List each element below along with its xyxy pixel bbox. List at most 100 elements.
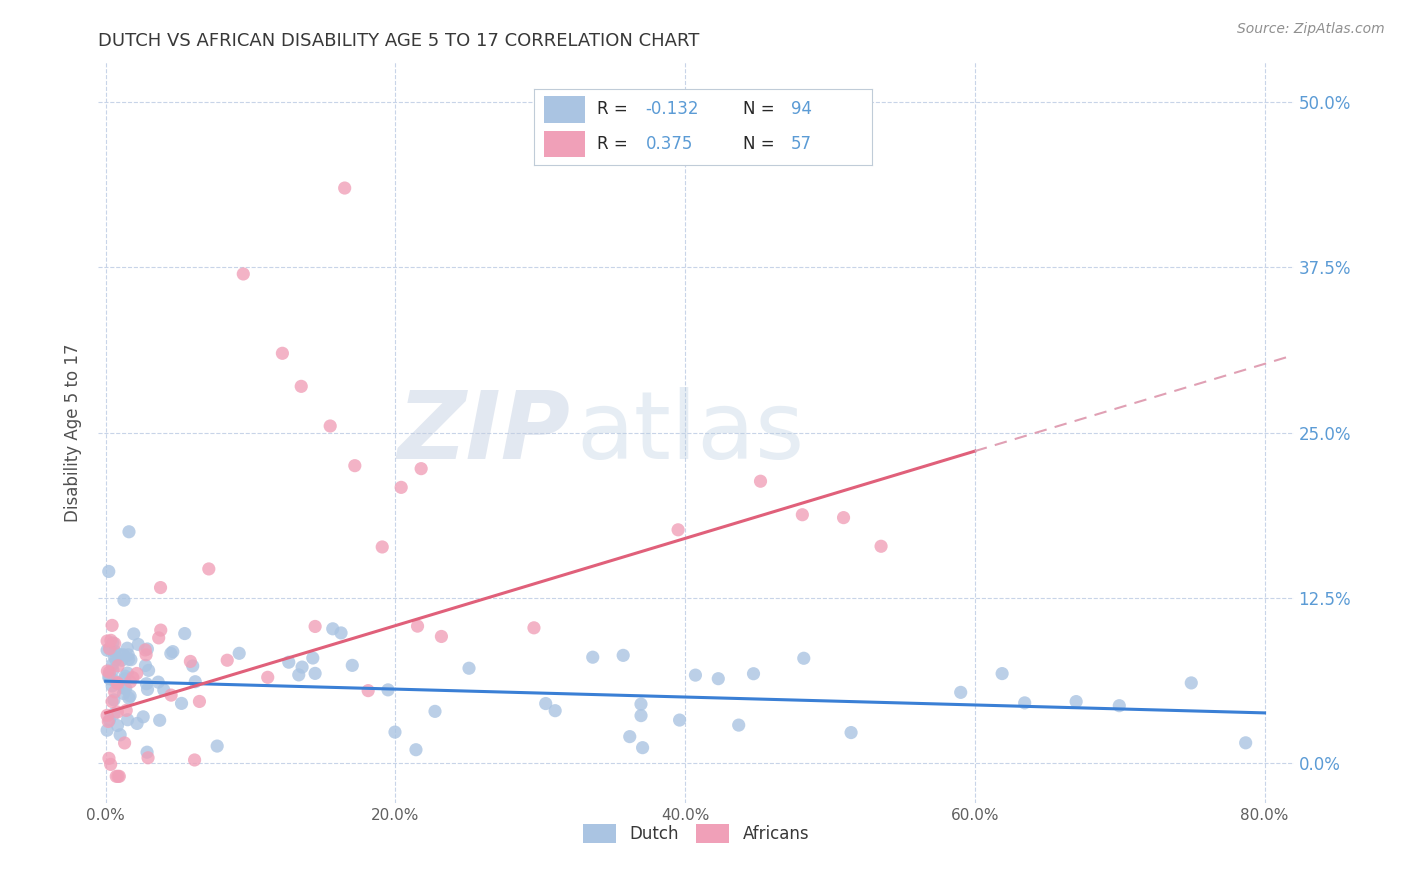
- Point: [98, 641, 121, 656]
- Point: [301, 651, 323, 665]
- Point: [100, 757, 122, 772]
- Point: [668, 713, 690, 727]
- Point: [749, 474, 772, 488]
- Point: [122, 671, 145, 685]
- Point: [148, 631, 170, 645]
- Point: [125, 666, 148, 681]
- Point: [707, 672, 730, 686]
- Point: [101, 663, 124, 677]
- Point: [105, 675, 128, 690]
- Point: [1108, 698, 1130, 713]
- Point: [98, 713, 121, 727]
- Point: [134, 658, 156, 673]
- Text: 94: 94: [790, 100, 811, 119]
- Y-axis label: Disability Age 5 to 17: Disability Age 5 to 17: [65, 343, 83, 522]
- Text: Source: ZipAtlas.com: Source: ZipAtlas.com: [1237, 22, 1385, 37]
- Point: [134, 643, 156, 657]
- Point: [101, 657, 124, 672]
- Point: [430, 630, 453, 644]
- Point: [304, 619, 326, 633]
- Point: [136, 642, 159, 657]
- Point: [188, 694, 211, 708]
- Point: [97, 751, 120, 765]
- Point: [792, 508, 814, 522]
- Point: [101, 618, 124, 632]
- Point: [120, 674, 142, 689]
- Point: [991, 666, 1014, 681]
- Point: [104, 636, 127, 650]
- Point: [98, 641, 121, 656]
- Point: [793, 651, 815, 665]
- Point: [112, 681, 135, 696]
- Point: [132, 710, 155, 724]
- FancyBboxPatch shape: [544, 96, 585, 122]
- Point: [870, 539, 893, 553]
- Point: [256, 670, 278, 684]
- Point: [612, 648, 634, 663]
- Point: [97, 565, 120, 579]
- Point: [198, 562, 221, 576]
- Point: [108, 769, 131, 783]
- Point: [114, 736, 136, 750]
- Point: [333, 181, 356, 195]
- Point: [1234, 736, 1257, 750]
- Point: [103, 649, 125, 664]
- Point: [949, 685, 972, 699]
- Point: [97, 670, 120, 684]
- Legend: Dutch, Africans: Dutch, Africans: [576, 817, 815, 850]
- Point: [104, 644, 127, 658]
- Point: [630, 708, 652, 723]
- Text: atlas: atlas: [576, 386, 804, 479]
- Point: [138, 664, 160, 678]
- Point: [96, 708, 118, 723]
- Point: [411, 461, 433, 475]
- Point: [228, 646, 250, 660]
- Point: [135, 676, 157, 690]
- Point: [153, 682, 176, 697]
- Point: [322, 622, 344, 636]
- Text: ZIP: ZIP: [398, 386, 571, 479]
- Point: [389, 480, 412, 494]
- Point: [136, 745, 159, 759]
- Point: [114, 669, 136, 683]
- Point: [105, 769, 128, 783]
- Point: [101, 694, 124, 708]
- Point: [742, 666, 765, 681]
- Point: [727, 718, 749, 732]
- Point: [98, 672, 121, 686]
- Point: [184, 674, 207, 689]
- Point: [384, 725, 406, 739]
- Text: R =: R =: [596, 136, 638, 153]
- Point: [319, 419, 342, 434]
- Point: [343, 458, 366, 473]
- Point: [179, 655, 201, 669]
- Point: [630, 697, 652, 711]
- Point: [149, 713, 172, 727]
- Point: [160, 688, 183, 702]
- Point: [290, 379, 312, 393]
- Point: [304, 666, 326, 681]
- Point: [107, 676, 129, 690]
- Point: [98, 665, 121, 680]
- Point: [149, 581, 172, 595]
- Point: [122, 627, 145, 641]
- Point: [103, 693, 125, 707]
- Point: [112, 687, 135, 701]
- Point: [117, 713, 139, 727]
- Point: [371, 540, 394, 554]
- Text: -0.132: -0.132: [645, 100, 699, 119]
- Point: [291, 660, 314, 674]
- Point: [619, 730, 641, 744]
- Point: [100, 633, 122, 648]
- Point: [160, 647, 183, 661]
- FancyBboxPatch shape: [544, 131, 585, 158]
- Point: [117, 641, 139, 656]
- Point: [357, 683, 380, 698]
- Point: [377, 682, 399, 697]
- Point: [115, 703, 138, 717]
- Point: [170, 697, 193, 711]
- Point: [342, 658, 364, 673]
- Text: 0.375: 0.375: [645, 136, 693, 153]
- Point: [330, 626, 353, 640]
- Point: [1014, 696, 1036, 710]
